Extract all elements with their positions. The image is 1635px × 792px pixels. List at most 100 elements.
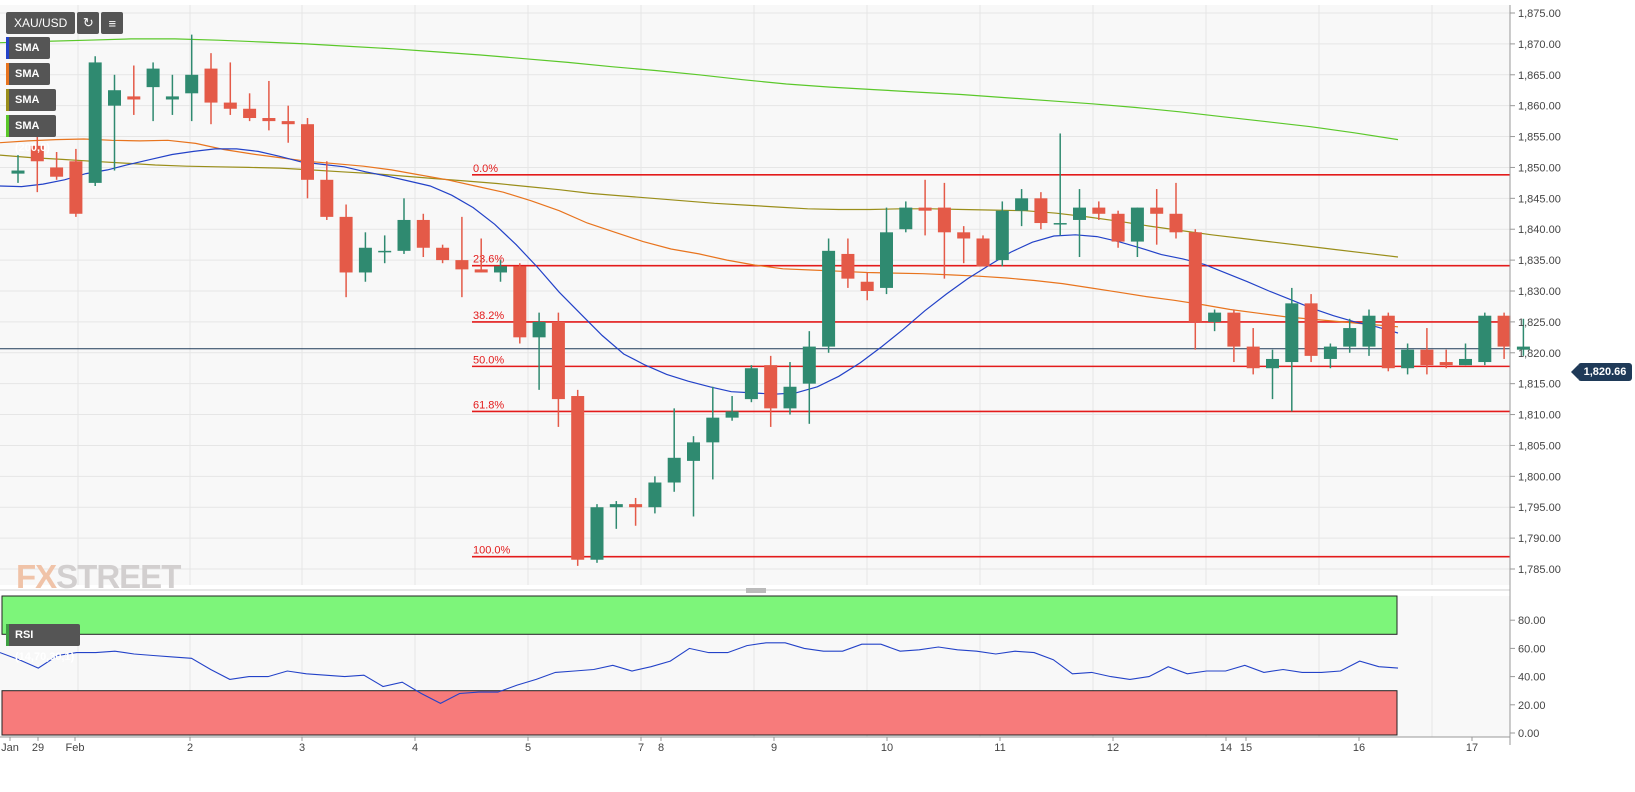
price-tick-label: 1,845.00: [1518, 193, 1561, 205]
time-tick-label: 14: [1220, 742, 1232, 754]
candle: [744, 365, 758, 403]
price-tick-label: 1,825.00: [1518, 317, 1561, 329]
candle-body: [899, 207, 913, 230]
time-tick-label: 8: [658, 742, 664, 754]
candle: [262, 80, 276, 131]
candle-body: [918, 207, 932, 211]
rsi-panel: 0.00 20.00 40.00 60.00 80.00: [0, 595, 1546, 740]
candle: [50, 152, 64, 180]
candle: [146, 62, 160, 122]
price-tick-label: 1,835.00: [1518, 255, 1561, 267]
candle-body: [30, 145, 44, 162]
time-tick-label: 4: [412, 742, 418, 754]
candle: [1227, 309, 1241, 363]
candle: [783, 362, 797, 415]
candle-body: [1285, 303, 1299, 363]
sma20-legend[interactable]: SMA (20,0): [6, 37, 50, 76]
rsi-line: [0, 642, 1399, 705]
candle-body: [185, 74, 199, 94]
candle-body: [802, 346, 816, 384]
candle-body: [11, 170, 25, 174]
candle: [474, 238, 488, 273]
price-tick-label: 1,860.00: [1518, 101, 1561, 113]
time-tick-label: 7: [638, 742, 644, 754]
candle-body: [88, 62, 102, 183]
sma100-legend[interactable]: SMA (100,0): [6, 89, 56, 128]
candle: [108, 74, 121, 171]
candle-body: [358, 247, 372, 273]
candle: [1169, 182, 1183, 239]
price-tick-label: 1,810.00: [1518, 410, 1561, 422]
fib-label: 0.0%: [473, 163, 498, 175]
candle-body: [1015, 198, 1029, 211]
candle: [301, 118, 314, 199]
candle-body: [609, 504, 623, 508]
candle-body: [725, 411, 739, 418]
sma200-legend[interactable]: SMA (200,0): [6, 115, 56, 154]
fib-label: 61.8%: [473, 399, 504, 411]
symbol-label[interactable]: XAU/USD: [6, 12, 76, 34]
rsi-tick-label: 40.00: [1518, 672, 1546, 684]
candle-body: [1516, 346, 1530, 350]
sma20-swatch: [6, 37, 9, 59]
candle-body: [706, 417, 720, 443]
price-tick-label: 1,820.00: [1518, 348, 1561, 360]
candle: [764, 355, 778, 427]
candle: [1034, 192, 1048, 230]
candle: [320, 161, 334, 220]
candle: [1459, 343, 1472, 366]
symbol-bar: XAU/USD ↻ ≡: [6, 12, 124, 34]
candle: [1323, 343, 1337, 369]
refresh-icon[interactable]: ↻: [77, 12, 100, 34]
candle: [127, 65, 141, 115]
rsi-swatch: [6, 624, 9, 646]
candle-body: [1304, 303, 1318, 356]
candle-body: [1381, 315, 1395, 369]
candle: [1516, 318, 1530, 356]
price-tick-label: 1,805.00: [1518, 440, 1561, 452]
price-tick-label: 1,875.00: [1518, 8, 1561, 20]
candle: [513, 263, 527, 344]
candle: [1381, 312, 1395, 372]
rsi-legend[interactable]: RSI (14,70,30,1): [6, 624, 81, 663]
candle-body: [474, 269, 488, 273]
candle: [1497, 312, 1511, 359]
candle-body: [1208, 312, 1222, 322]
candle: [1439, 349, 1453, 369]
candle: [1188, 229, 1202, 350]
candle-body: [204, 68, 218, 103]
last-price-tag: 1,820.66: [1571, 363, 1632, 381]
bars-icon[interactable]: ≡: [101, 12, 124, 34]
candle-body: [320, 179, 334, 217]
time-tick-label: 2: [187, 742, 193, 754]
candle-body: [532, 321, 546, 338]
candle: [1362, 309, 1376, 356]
candle-body: [339, 216, 353, 273]
candle-body: [551, 321, 565, 400]
time-axis: Jan 29 Feb 2 3 4 5 7 8 9 10 11 12 14 15 16 17: [0, 736, 1510, 754]
candle-body: [301, 124, 314, 180]
candle-body: [1246, 346, 1260, 369]
time-tick-label: Jan: [1, 742, 19, 754]
candle-body: [127, 96, 141, 100]
fxstreet-watermark: FXSTREET: [16, 558, 181, 596]
sma100-swatch: [6, 89, 9, 111]
candle: [1092, 201, 1106, 220]
candle-body: [1150, 207, 1164, 214]
candle: [609, 501, 623, 529]
candle-body: [1420, 349, 1434, 366]
candle: [88, 56, 102, 186]
candle: [571, 389, 585, 566]
sma50-legend[interactable]: SMA (50,0): [6, 63, 50, 102]
candle: [1246, 328, 1260, 375]
candle-body: [455, 260, 469, 270]
candle: [995, 201, 1009, 267]
candle-body: [1227, 312, 1241, 347]
candle-body: [1497, 315, 1511, 347]
time-tick-label: 29: [32, 742, 44, 754]
candle: [11, 155, 25, 183]
candle-body: [1439, 362, 1453, 366]
candle: [223, 62, 237, 115]
candle-body: [416, 219, 430, 248]
